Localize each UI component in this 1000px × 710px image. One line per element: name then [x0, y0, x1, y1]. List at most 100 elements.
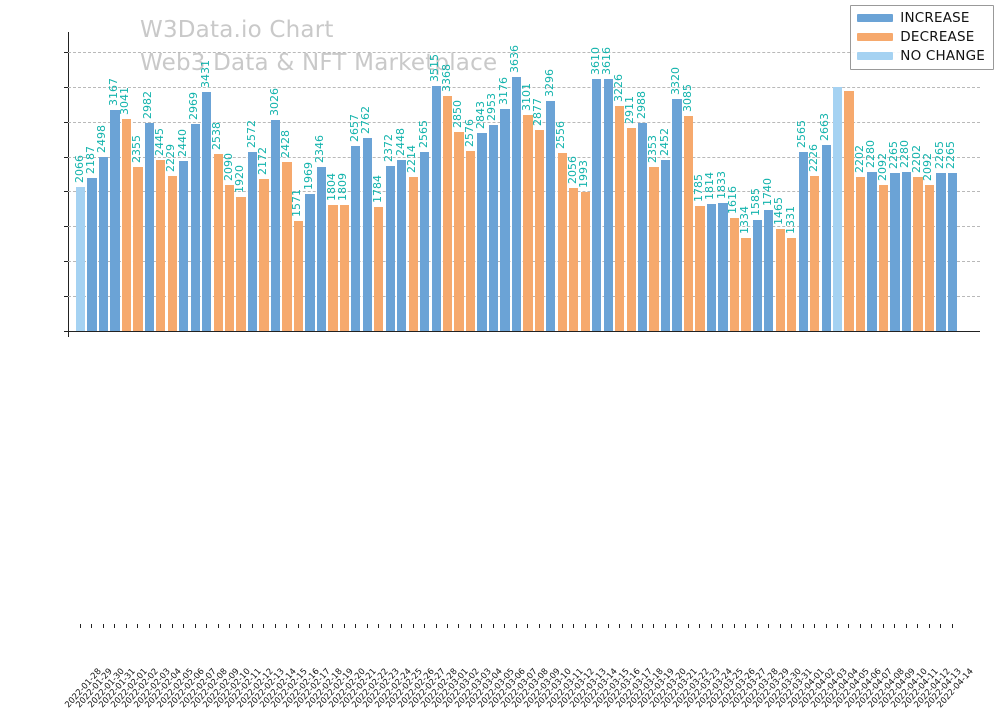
bar[interactable]: 1331	[787, 238, 796, 331]
bar[interactable]: 1585	[753, 220, 762, 331]
bar-value-label: 3636	[508, 45, 521, 73]
bar[interactable]: 2214	[409, 177, 418, 331]
bar[interactable]: 2372	[386, 166, 395, 331]
bar[interactable]: 1993	[581, 192, 590, 331]
bar[interactable]: 2762	[363, 138, 372, 331]
bar[interactable]: 2969	[191, 124, 200, 331]
bar[interactable]: 2498	[99, 157, 108, 331]
bar[interactable]: 1814	[707, 204, 716, 331]
bar[interactable]: 1833	[718, 203, 727, 331]
bar[interactable]: 2265	[948, 173, 957, 331]
x-tick-mark	[929, 624, 930, 628]
x-tick-mark	[447, 624, 448, 628]
bar[interactable]: 3515	[432, 86, 441, 331]
bar[interactable]: 1809	[340, 205, 349, 331]
bar[interactable]: 2187	[87, 178, 96, 331]
bar[interactable]	[844, 91, 853, 331]
bar[interactable]: 1969	[305, 194, 314, 331]
bar[interactable]: 3226	[615, 106, 624, 331]
bar-value-label: 2969	[187, 92, 200, 120]
bar-value-label: 2498	[95, 125, 108, 153]
bar[interactable]: 2448	[397, 160, 406, 331]
bar[interactable]: 2202	[913, 177, 922, 331]
bar[interactable]: 2877	[535, 130, 544, 331]
bar[interactable]: 3320	[672, 99, 681, 331]
bar[interactable]: 2265	[936, 173, 945, 331]
bar[interactable]: 3176	[500, 109, 509, 331]
x-tick-mark	[894, 624, 895, 628]
bar-value-label: 2982	[141, 91, 154, 119]
bar[interactable]: 2572	[248, 152, 257, 331]
bar-value-label: 1809	[336, 173, 349, 201]
bar-value-label: 2214	[405, 145, 418, 173]
bar[interactable]: 2850	[454, 132, 463, 331]
bar[interactable]: 2911	[627, 128, 636, 331]
bar[interactable]: 2440	[179, 161, 188, 331]
bar[interactable]: 1785	[695, 206, 704, 331]
bar-value-label: 1969	[302, 162, 315, 190]
bar[interactable]: 2576	[466, 151, 475, 331]
bar[interactable]	[833, 87, 842, 331]
legend-swatch-increase	[857, 14, 893, 22]
bar[interactable]: 2452	[661, 160, 670, 331]
bar[interactable]: 2843	[477, 133, 486, 331]
x-tick-mark	[275, 624, 276, 628]
x-tick-mark	[527, 624, 528, 628]
bar[interactable]: 3167	[110, 110, 119, 331]
bar[interactable]: 2428	[282, 162, 291, 331]
bar[interactable]: 2092	[925, 185, 934, 331]
x-tick-mark	[952, 624, 953, 628]
bar[interactable]: 3368	[443, 96, 452, 331]
x-tick-mark	[458, 624, 459, 628]
bar[interactable]: 1740	[764, 210, 773, 331]
bar[interactable]: 2066	[76, 187, 85, 331]
bar[interactable]: 2657	[351, 146, 360, 331]
bar[interactable]: 1784	[374, 207, 383, 331]
bar[interactable]: 1920	[236, 197, 245, 331]
x-tick-mark	[263, 624, 264, 628]
bar[interactable]: 3610	[592, 79, 601, 331]
bar[interactable]: 1571	[294, 221, 303, 331]
bar[interactable]: 2265	[890, 173, 899, 331]
bar[interactable]: 1804	[328, 205, 337, 331]
bar[interactable]: 1616	[730, 218, 739, 331]
x-tick-mark	[780, 624, 781, 628]
bar[interactable]: 2202	[856, 177, 865, 331]
bar[interactable]: 2172	[259, 179, 268, 331]
x-tick-mark	[332, 624, 333, 628]
bar[interactable]: 2056	[569, 188, 578, 331]
bar[interactable]: 2226	[810, 176, 819, 331]
bar[interactable]: 2280	[867, 172, 876, 331]
y-tick-mark	[64, 52, 68, 53]
bar[interactable]: 2445	[156, 160, 165, 331]
x-tick-mark	[321, 624, 322, 628]
x-tick-mark	[768, 624, 769, 628]
bar[interactable]: 2353	[649, 167, 658, 331]
bar[interactable]: 2092	[879, 185, 888, 331]
bar-value-label: 3041	[118, 87, 131, 115]
bar[interactable]: 1465	[776, 229, 785, 331]
x-tick-mark	[114, 624, 115, 628]
bar[interactable]: 2565	[420, 152, 429, 331]
bar[interactable]: 3101	[523, 115, 532, 331]
bar[interactable]: 3616	[604, 79, 613, 331]
bar[interactable]: 2229	[168, 176, 177, 331]
x-tick-mark	[711, 624, 712, 628]
bar[interactable]: 2090	[225, 185, 234, 331]
bar[interactable]: 2280	[902, 172, 911, 331]
x-tick-mark	[344, 624, 345, 628]
bar[interactable]: 2565	[799, 152, 808, 331]
x-tick-mark	[699, 624, 700, 628]
bar-value-label: 3085	[681, 84, 694, 112]
bar[interactable]: 2355	[133, 167, 142, 331]
bar[interactable]: 3085	[684, 116, 693, 331]
x-tick-mark	[286, 624, 287, 628]
bar[interactable]: 1334	[741, 238, 750, 331]
x-tick-mark	[424, 624, 425, 628]
bar[interactable]: 2953	[489, 125, 498, 331]
bar[interactable]: 3636	[512, 77, 521, 331]
bar[interactable]: 2663	[822, 145, 831, 331]
x-tick-mark	[309, 624, 310, 628]
bar-value-label: 1784	[371, 175, 384, 203]
legend-item-increase: INCREASE	[857, 10, 985, 26]
